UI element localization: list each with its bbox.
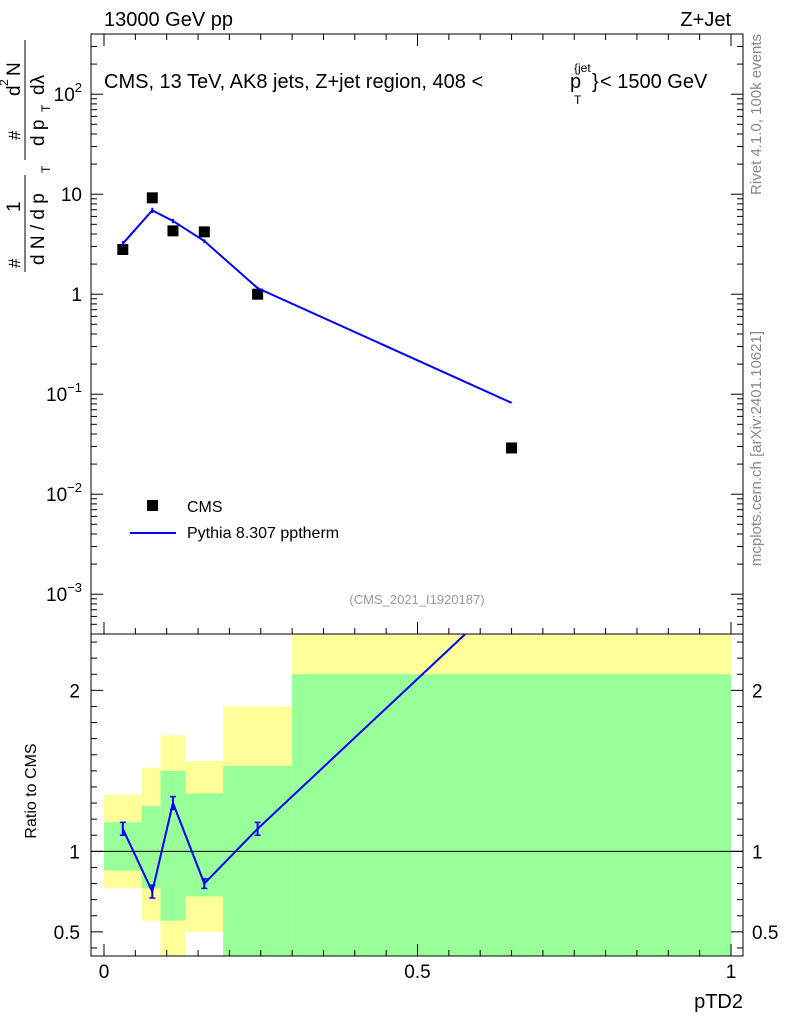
svg-text:d N / d p: d N / d p <box>28 193 49 265</box>
top-ytick-label: 102 <box>54 80 82 106</box>
svg-text:#: # <box>5 130 24 140</box>
ratio-ytick-label-right: 0.5 <box>752 923 778 944</box>
cms-data-point <box>167 225 179 237</box>
ratio-ylabel: Ratio to CMS <box>23 743 40 838</box>
svg-text:< 1500 GeV: < 1500 GeV <box>600 71 708 93</box>
svg-text:1: 1 <box>4 201 25 212</box>
ratio-band-green <box>160 770 186 921</box>
xtick-label: 0 <box>99 962 110 983</box>
cms-data-point <box>506 442 518 454</box>
top-ytick-label: 10−3 <box>46 580 82 606</box>
header-left: 13000 GeV pp <box>104 9 233 31</box>
top-ylabel: # 1 d N / d p T # d 2 N d p T dλ <box>0 40 53 272</box>
top-ytick-label: 10−2 <box>46 480 82 506</box>
panel-title: CMS, 13 TeV, AK8 jets, Z+jet region, 408… <box>104 61 708 107</box>
top-panel-frame <box>90 33 744 635</box>
top-ytick-label: 10 <box>61 185 82 206</box>
side-note-mcplots: mcplots.cern.ch [arXiv:2401.10621] <box>748 331 765 566</box>
ratio-ytick-label-right: 2 <box>752 681 763 702</box>
side-note-rivet: Rivet 4.1.0, 100k events <box>748 34 765 195</box>
legend: CMS Pythia 8.307 pptherm <box>130 499 339 542</box>
svg-text:d p: d p <box>28 120 49 146</box>
cms-data-point <box>198 226 210 238</box>
legend-cms-label: CMS <box>187 499 223 516</box>
xtick-label: 1 <box>726 962 737 983</box>
svg-text:CMS, 13 TeV, AK8 jets, Z+jet r: CMS, 13 TeV, AK8 jets, Z+jet region, 408… <box>104 71 483 93</box>
xtick-label: 0.5 <box>404 962 430 983</box>
ratio-band-green <box>292 674 731 956</box>
svg-text:T: T <box>39 104 53 112</box>
ratio-ytick-label: 2 <box>69 681 80 702</box>
svg-text:T: T <box>574 93 582 107</box>
ratio-uncertainty-bands <box>104 634 731 956</box>
ratio-ytick-label-right: 1 <box>752 842 763 863</box>
top-ytick-label: 10−1 <box>46 380 82 406</box>
svg-text:dλ: dλ <box>28 74 49 95</box>
ratio-band-green <box>141 806 161 889</box>
pythia-line <box>122 209 512 404</box>
legend-cms-marker <box>147 500 158 511</box>
ratio-line <box>121 633 467 895</box>
svg-text:N: N <box>4 62 25 76</box>
ratio-ytick-label: 1 <box>69 842 80 863</box>
legend-pythia-label: Pythia 8.307 pptherm <box>187 525 339 542</box>
svg-text:}: } <box>592 71 599 93</box>
cms-data-point <box>252 288 264 300</box>
svg-text:{jet: {jet <box>574 61 591 75</box>
top-ytick-label: 1 <box>71 285 82 306</box>
cms-data-point <box>146 192 158 204</box>
ratio-band-green <box>223 766 293 956</box>
analysis-watermark: (CMS_2021_I1920187) <box>349 592 484 607</box>
svg-text:p: p <box>570 71 581 93</box>
header-right: Z+Jet <box>680 9 731 31</box>
svg-text:2: 2 <box>0 79 11 86</box>
cms-data-point <box>117 243 129 255</box>
svg-text:#: # <box>5 258 24 268</box>
ratio-ytick-label: 0.5 <box>54 923 80 944</box>
svg-text:T: T <box>39 165 53 173</box>
xlabel: pTD2 <box>694 991 743 1013</box>
svg-text:d: d <box>4 85 25 96</box>
